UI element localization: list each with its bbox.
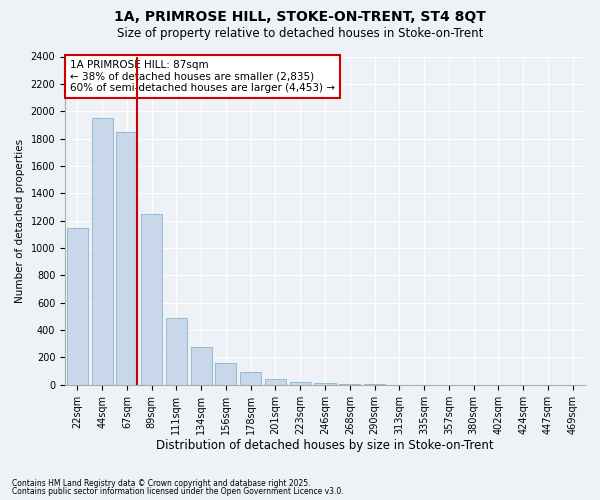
Bar <box>166 318 187 385</box>
Bar <box>265 378 286 385</box>
Text: 1A PRIMROSE HILL: 87sqm
← 38% of detached houses are smaller (2,835)
60% of semi: 1A PRIMROSE HILL: 87sqm ← 38% of detache… <box>70 60 335 93</box>
Bar <box>141 214 162 385</box>
Bar <box>116 132 137 385</box>
Text: Size of property relative to detached houses in Stoke-on-Trent: Size of property relative to detached ho… <box>117 28 483 40</box>
Bar <box>215 363 236 385</box>
Bar <box>339 384 360 385</box>
Bar <box>240 372 261 385</box>
X-axis label: Distribution of detached houses by size in Stoke-on-Trent: Distribution of detached houses by size … <box>156 440 494 452</box>
Text: Contains HM Land Registry data © Crown copyright and database right 2025.: Contains HM Land Registry data © Crown c… <box>12 478 311 488</box>
Bar <box>364 384 385 385</box>
Bar <box>290 382 311 385</box>
Text: Contains public sector information licensed under the Open Government Licence v3: Contains public sector information licen… <box>12 487 344 496</box>
Text: 1A, PRIMROSE HILL, STOKE-ON-TRENT, ST4 8QT: 1A, PRIMROSE HILL, STOKE-ON-TRENT, ST4 8… <box>114 10 486 24</box>
Bar <box>314 383 335 385</box>
Bar <box>67 228 88 385</box>
Bar <box>92 118 113 385</box>
Bar <box>191 346 212 385</box>
Y-axis label: Number of detached properties: Number of detached properties <box>15 138 25 302</box>
